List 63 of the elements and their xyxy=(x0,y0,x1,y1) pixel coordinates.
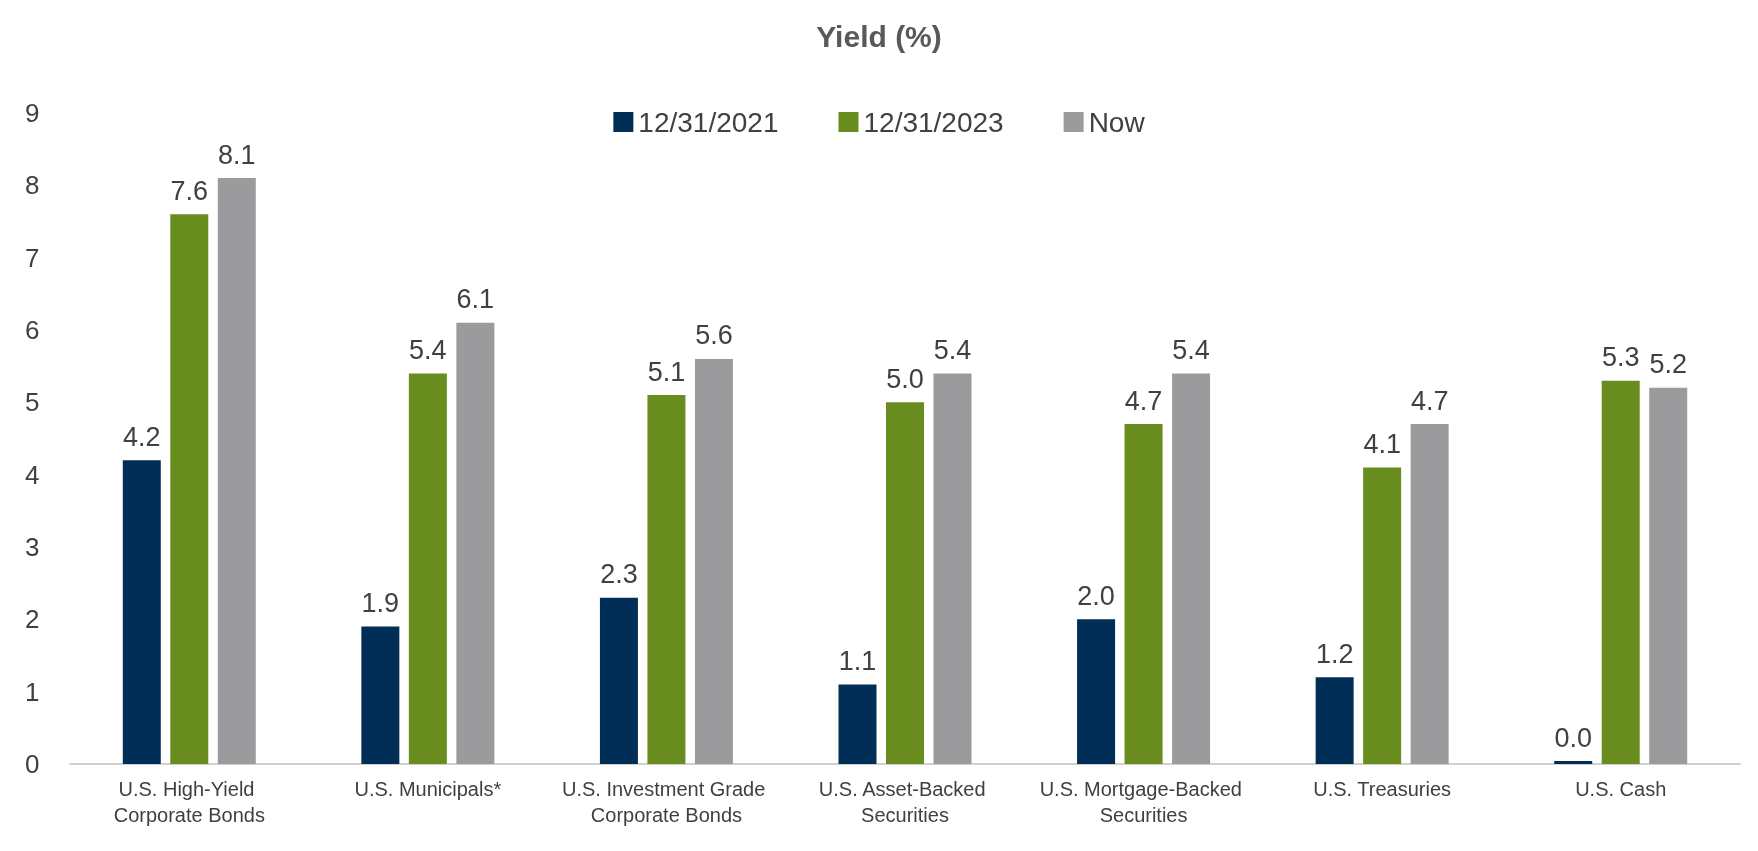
bar xyxy=(1363,467,1402,764)
data-label: 4.7 xyxy=(1410,385,1449,416)
data-label: 5.2 xyxy=(1649,349,1687,380)
data-label: 6.1 xyxy=(456,284,495,315)
x-tick-label: U.S. High-Yield Corporate Bonds xyxy=(113,778,265,826)
bar xyxy=(408,373,447,764)
x-tick-label: U.S. Cash xyxy=(1575,778,1667,800)
bar xyxy=(838,684,877,764)
y-tick-label: 7 xyxy=(25,242,40,273)
x-tick-label: U.S. Municipals* xyxy=(354,778,502,800)
x-tick-label: U.S. Treasuries xyxy=(1313,778,1452,800)
data-label: 1.2 xyxy=(1315,638,1354,669)
y-tick-label: 8 xyxy=(25,170,40,201)
data-label: 4.2 xyxy=(123,421,161,452)
y-tick-label: 5 xyxy=(25,387,40,418)
bar xyxy=(1601,380,1640,764)
bar xyxy=(170,214,209,764)
x-tick-label: U.S. Mortgage-Backed Securities xyxy=(1039,778,1248,826)
data-label: 5.3 xyxy=(1601,342,1640,373)
bar xyxy=(694,358,733,764)
data-label: 1.1 xyxy=(838,645,877,676)
bar xyxy=(122,460,161,764)
bar xyxy=(1315,677,1354,764)
y-tick-label: 1 xyxy=(25,676,40,707)
data-label: 8.1 xyxy=(218,139,256,170)
data-label: 5.1 xyxy=(647,356,686,387)
bar xyxy=(456,322,495,764)
bar xyxy=(647,395,686,764)
bar xyxy=(1077,619,1116,764)
bar xyxy=(1124,424,1163,764)
bar xyxy=(1554,761,1593,764)
data-label: 0.0 xyxy=(1554,722,1592,753)
bar xyxy=(1172,373,1211,764)
y-tick-label: 2 xyxy=(25,604,40,635)
legend-label: 12/31/2021 xyxy=(638,106,779,138)
bar xyxy=(217,178,256,764)
bar xyxy=(1649,387,1688,764)
x-tick-label: U.S. Investment Grade Corporate Bonds xyxy=(561,778,771,826)
data-label: 1.9 xyxy=(361,588,400,619)
y-tick-label: 3 xyxy=(25,532,40,562)
bar xyxy=(933,373,972,764)
data-label: 2.0 xyxy=(1077,580,1115,611)
bar xyxy=(1410,424,1449,764)
y-tick-label: 6 xyxy=(25,315,40,345)
data-label: 5.4 xyxy=(1172,334,1210,365)
data-label: 4.1 xyxy=(1363,428,1401,459)
data-label: 7.6 xyxy=(170,175,209,206)
bar xyxy=(886,402,924,764)
legend-label: Now xyxy=(1088,106,1146,138)
y-tick-label: 0 xyxy=(25,749,40,779)
bar xyxy=(361,626,400,764)
y-tick-label: 4 xyxy=(25,459,40,490)
data-label: 2.3 xyxy=(600,559,638,590)
data-label: 4.7 xyxy=(1124,385,1163,416)
x-tick-label: U.S. Asset-Backed Securities xyxy=(818,778,992,826)
data-label: 5.4 xyxy=(409,334,447,365)
y-tick-label: 9 xyxy=(25,98,40,128)
data-label: 5.6 xyxy=(695,320,733,351)
chart-title: Yield (%) xyxy=(816,19,942,53)
data-label: 5.4 xyxy=(933,334,972,365)
bar xyxy=(599,597,638,764)
legend-label: 12/31/2023 xyxy=(863,106,1004,138)
data-label: 5.0 xyxy=(886,363,924,394)
